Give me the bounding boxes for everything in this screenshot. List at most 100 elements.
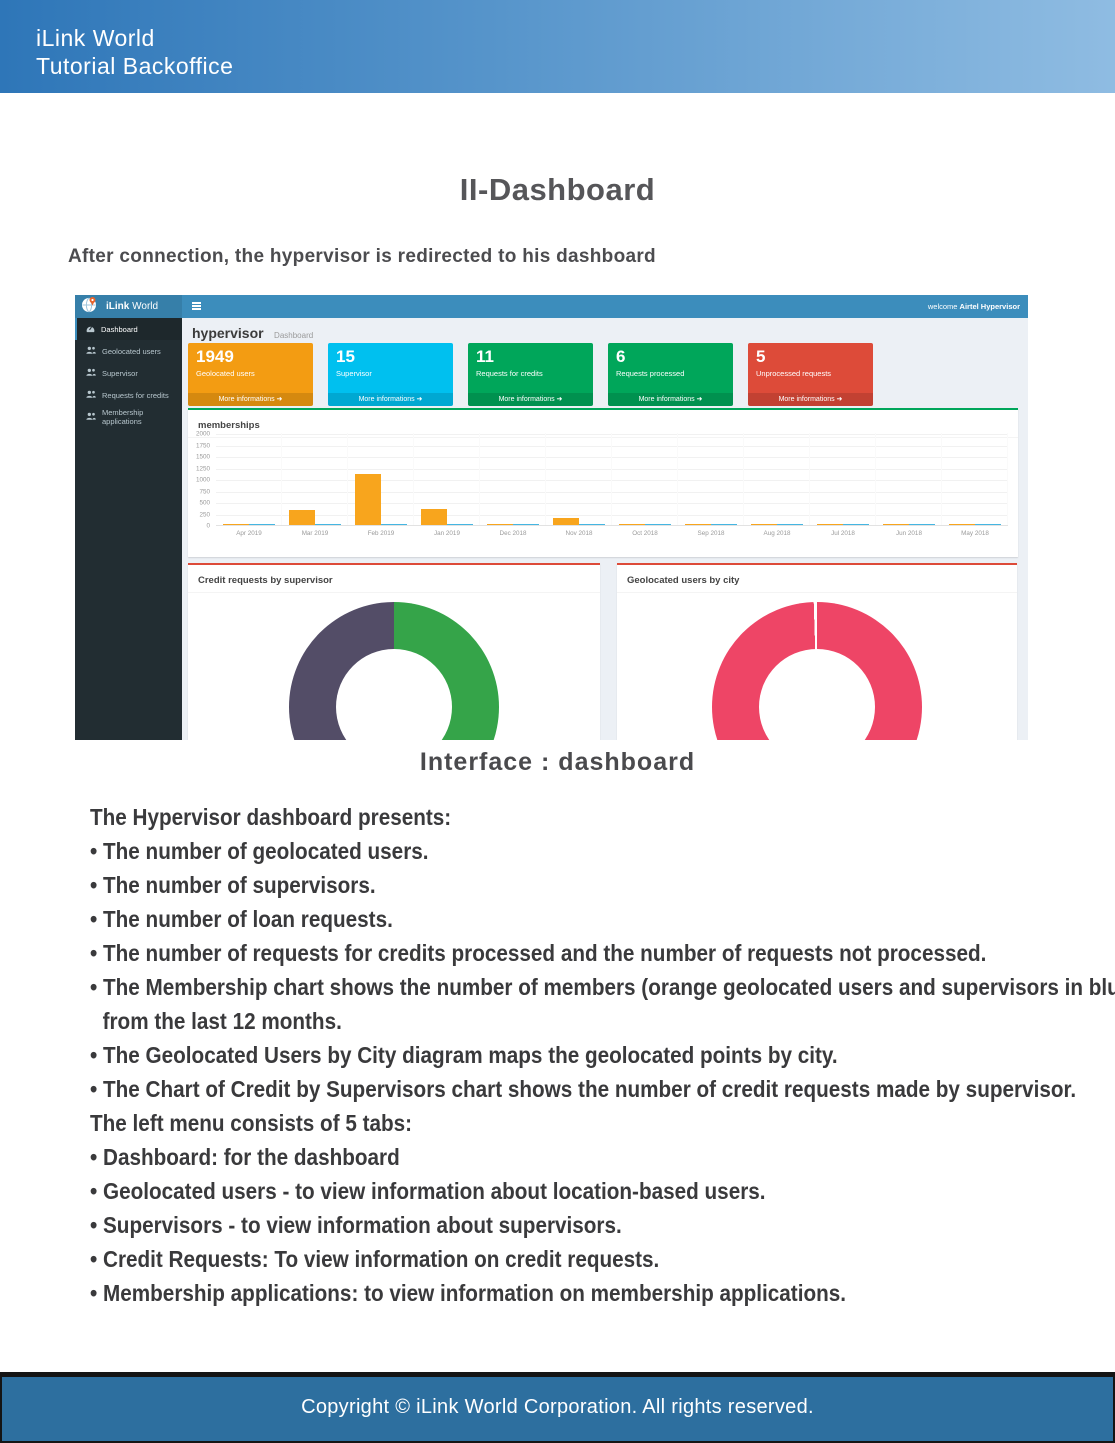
h-gridline: [216, 457, 1008, 458]
geolocated-city-title: Geolocated users by city: [627, 575, 740, 586]
more-informations-link[interactable]: More informations ➜: [188, 393, 313, 406]
stat-card-value: 5: [756, 347, 766, 366]
sidebar-item-label: Requests for credits: [102, 390, 169, 400]
x-tick-label: Apr 2019: [236, 530, 262, 537]
sidebar-item-supervisor[interactable]: Supervisor: [75, 362, 182, 384]
more-informations-link[interactable]: More informations ➜: [328, 393, 453, 406]
page-title: II-Dashboard: [459, 172, 656, 207]
geolocated-city-donut-chart: [712, 602, 922, 740]
bullet-line: • The number of requests for credits pro…: [90, 940, 987, 966]
bullet-line: • Membership applications: to view infor…: [90, 1280, 847, 1306]
users-icon: [86, 346, 96, 356]
sidebar-item-label: Geolocated users: [102, 346, 161, 356]
stat-card-unprocessed-requests[interactable]: 5 Unprocessed requests More informations ➜: [748, 343, 873, 406]
sidebar-item-requests-for-credits[interactable]: Requests for credits: [75, 384, 182, 406]
supervisors-bar: [512, 523, 539, 525]
bullet-line: • The number of supervisors.: [90, 872, 376, 898]
x-tick-label: Feb 2019: [367, 530, 395, 537]
memberships-chart-header: memberships: [188, 410, 1018, 438]
bar-group-jul-2018: [810, 433, 876, 525]
y-tick-label: 1500: [195, 453, 210, 461]
supervisors-bar: [974, 523, 1001, 525]
bullet-line: • The number of geolocated users.: [90, 838, 429, 864]
y-tick-label: 250: [199, 511, 210, 518]
welcome-user: welcome Airtel Hypervisor: [927, 302, 1020, 311]
more-informations-link[interactable]: More informations ➜: [608, 393, 733, 406]
text-line: from the last 12 months.: [102, 1008, 342, 1034]
x-tick-label: Jan 2019: [434, 530, 460, 537]
document-footer: Copyright © iLink World Corporation. All…: [0, 1372, 1115, 1443]
sidebar-toggle-hamburger-icon[interactable]: [192, 302, 201, 312]
stat-card-supervisor[interactable]: 15 Supervisor More informations ➜: [328, 343, 453, 406]
stat-cards-row: 1949 Geolocated users More informations ➜ 1…: [188, 343, 873, 406]
brand-logo-block[interactable]: iLink World: [75, 295, 182, 318]
supervisors-bar: [776, 523, 803, 525]
geolocated-city-header: Geolocated users by city: [617, 565, 1017, 593]
stat-card-requests-processed[interactable]: 6 Requests processed More informations ➜: [608, 343, 733, 406]
h-gridline: [216, 445, 1008, 447]
x-tick-label: Jul 2018: [831, 530, 855, 537]
sidebar-item-label: Dashboard: [101, 324, 138, 334]
bar-group-sep-2018: [678, 433, 744, 525]
bullet-line: • Geolocated users - to view information…: [90, 1178, 766, 1204]
dashboard-screenshot: iLink World welcome Airtel Hypervisor Da…: [75, 295, 1028, 740]
stat-card-value: 15: [336, 347, 355, 366]
geolocated-users-bar: [948, 523, 975, 525]
supervisors-bar: [710, 523, 737, 525]
bar-pair: [816, 523, 869, 525]
supervisors-bar: [908, 523, 935, 525]
brand-name: iLink World: [106, 301, 159, 312]
sidebar-item-geolocated-users[interactable]: Geolocated users: [75, 340, 182, 362]
supervisors-bar: [644, 523, 671, 525]
text-line: The left menu consists of 5 tabs:: [90, 1110, 413, 1136]
sidebar-menu: Dashboard Geolocated users Supervisor Reque…: [75, 318, 182, 740]
sidebar-item-membership-applications[interactable]: Membership applications: [75, 406, 182, 428]
credit-requests-donut-box: Credit requests by supervisor: [188, 563, 600, 740]
document-header: iLink World Tutorial Backoffice: [0, 0, 1115, 93]
bar-pair: [420, 508, 473, 525]
h-gridline: [216, 491, 1008, 493]
bar-group-jan-2019: [414, 433, 480, 525]
bar-group-aug-2018: [744, 433, 810, 525]
h-gridline: [216, 514, 1008, 516]
bar-pair: [948, 523, 1001, 525]
supervisors-bar: [314, 523, 341, 525]
supervisors-bar: [842, 523, 869, 525]
geolocated-city-donut-box: Geolocated users by city: [617, 563, 1017, 740]
stat-card-geolocated-users[interactable]: 1949 Geolocated users More informations ➜: [188, 343, 313, 406]
stat-card-requests-for-credits[interactable]: 11 Requests for credits More informations …: [468, 343, 593, 406]
geolocated-users-bar: [882, 523, 909, 525]
more-informations-link[interactable]: More informations ➜: [468, 393, 593, 406]
users-icon: [86, 412, 96, 422]
bullet-line: • The Chart of Credit by Supervisors cha…: [90, 1076, 1077, 1102]
plot-area: [216, 433, 1008, 526]
stat-card-body: 1949 Geolocated users: [188, 343, 313, 393]
geolocated-users-bar: [750, 523, 777, 525]
x-tick-label: Sep 2018: [697, 530, 725, 537]
bar-pair: [684, 523, 737, 525]
text-line: The Hypervisor dashboard presents:: [90, 804, 452, 830]
bar-pair: [552, 518, 605, 525]
stat-card-label: Requests for credits: [476, 369, 543, 378]
sidebar-item-dashboard[interactable]: Dashboard: [75, 318, 182, 340]
sidebar-item-label: Membership applications: [102, 408, 144, 426]
stat-card-body: 6 Requests processed: [608, 343, 733, 393]
sidebar-item-label: Supervisor: [102, 368, 138, 378]
credit-requests-title: Credit requests by supervisor: [198, 575, 333, 586]
bar-group-feb-2019: [348, 433, 414, 525]
x-tick-label: Nov 2018: [565, 530, 593, 537]
geolocated-users-bar: [618, 523, 645, 525]
top-navbar: iLink World welcome Airtel Hypervisor: [75, 295, 1028, 318]
bullet-line: • Supervisors - to view information abou…: [90, 1212, 622, 1238]
x-tick-label: Oct 2018: [632, 530, 658, 537]
more-informations-link[interactable]: More informations ➜: [748, 393, 873, 406]
supervisors-bar: [248, 523, 275, 525]
bullet-line: • The Membership chart shows the number …: [90, 974, 1115, 1000]
bar-pair: [750, 523, 803, 525]
bar-group-dec-2018: [480, 433, 546, 525]
bar-group-oct-2018: [612, 433, 678, 525]
intro-text: After connection, the hypervisor is redi…: [68, 246, 656, 267]
supervisors-bar: [380, 523, 407, 525]
globe-pin-logo-icon: [81, 296, 98, 318]
bullet-line: • The Geolocated Users by City diagram m…: [90, 1042, 838, 1068]
